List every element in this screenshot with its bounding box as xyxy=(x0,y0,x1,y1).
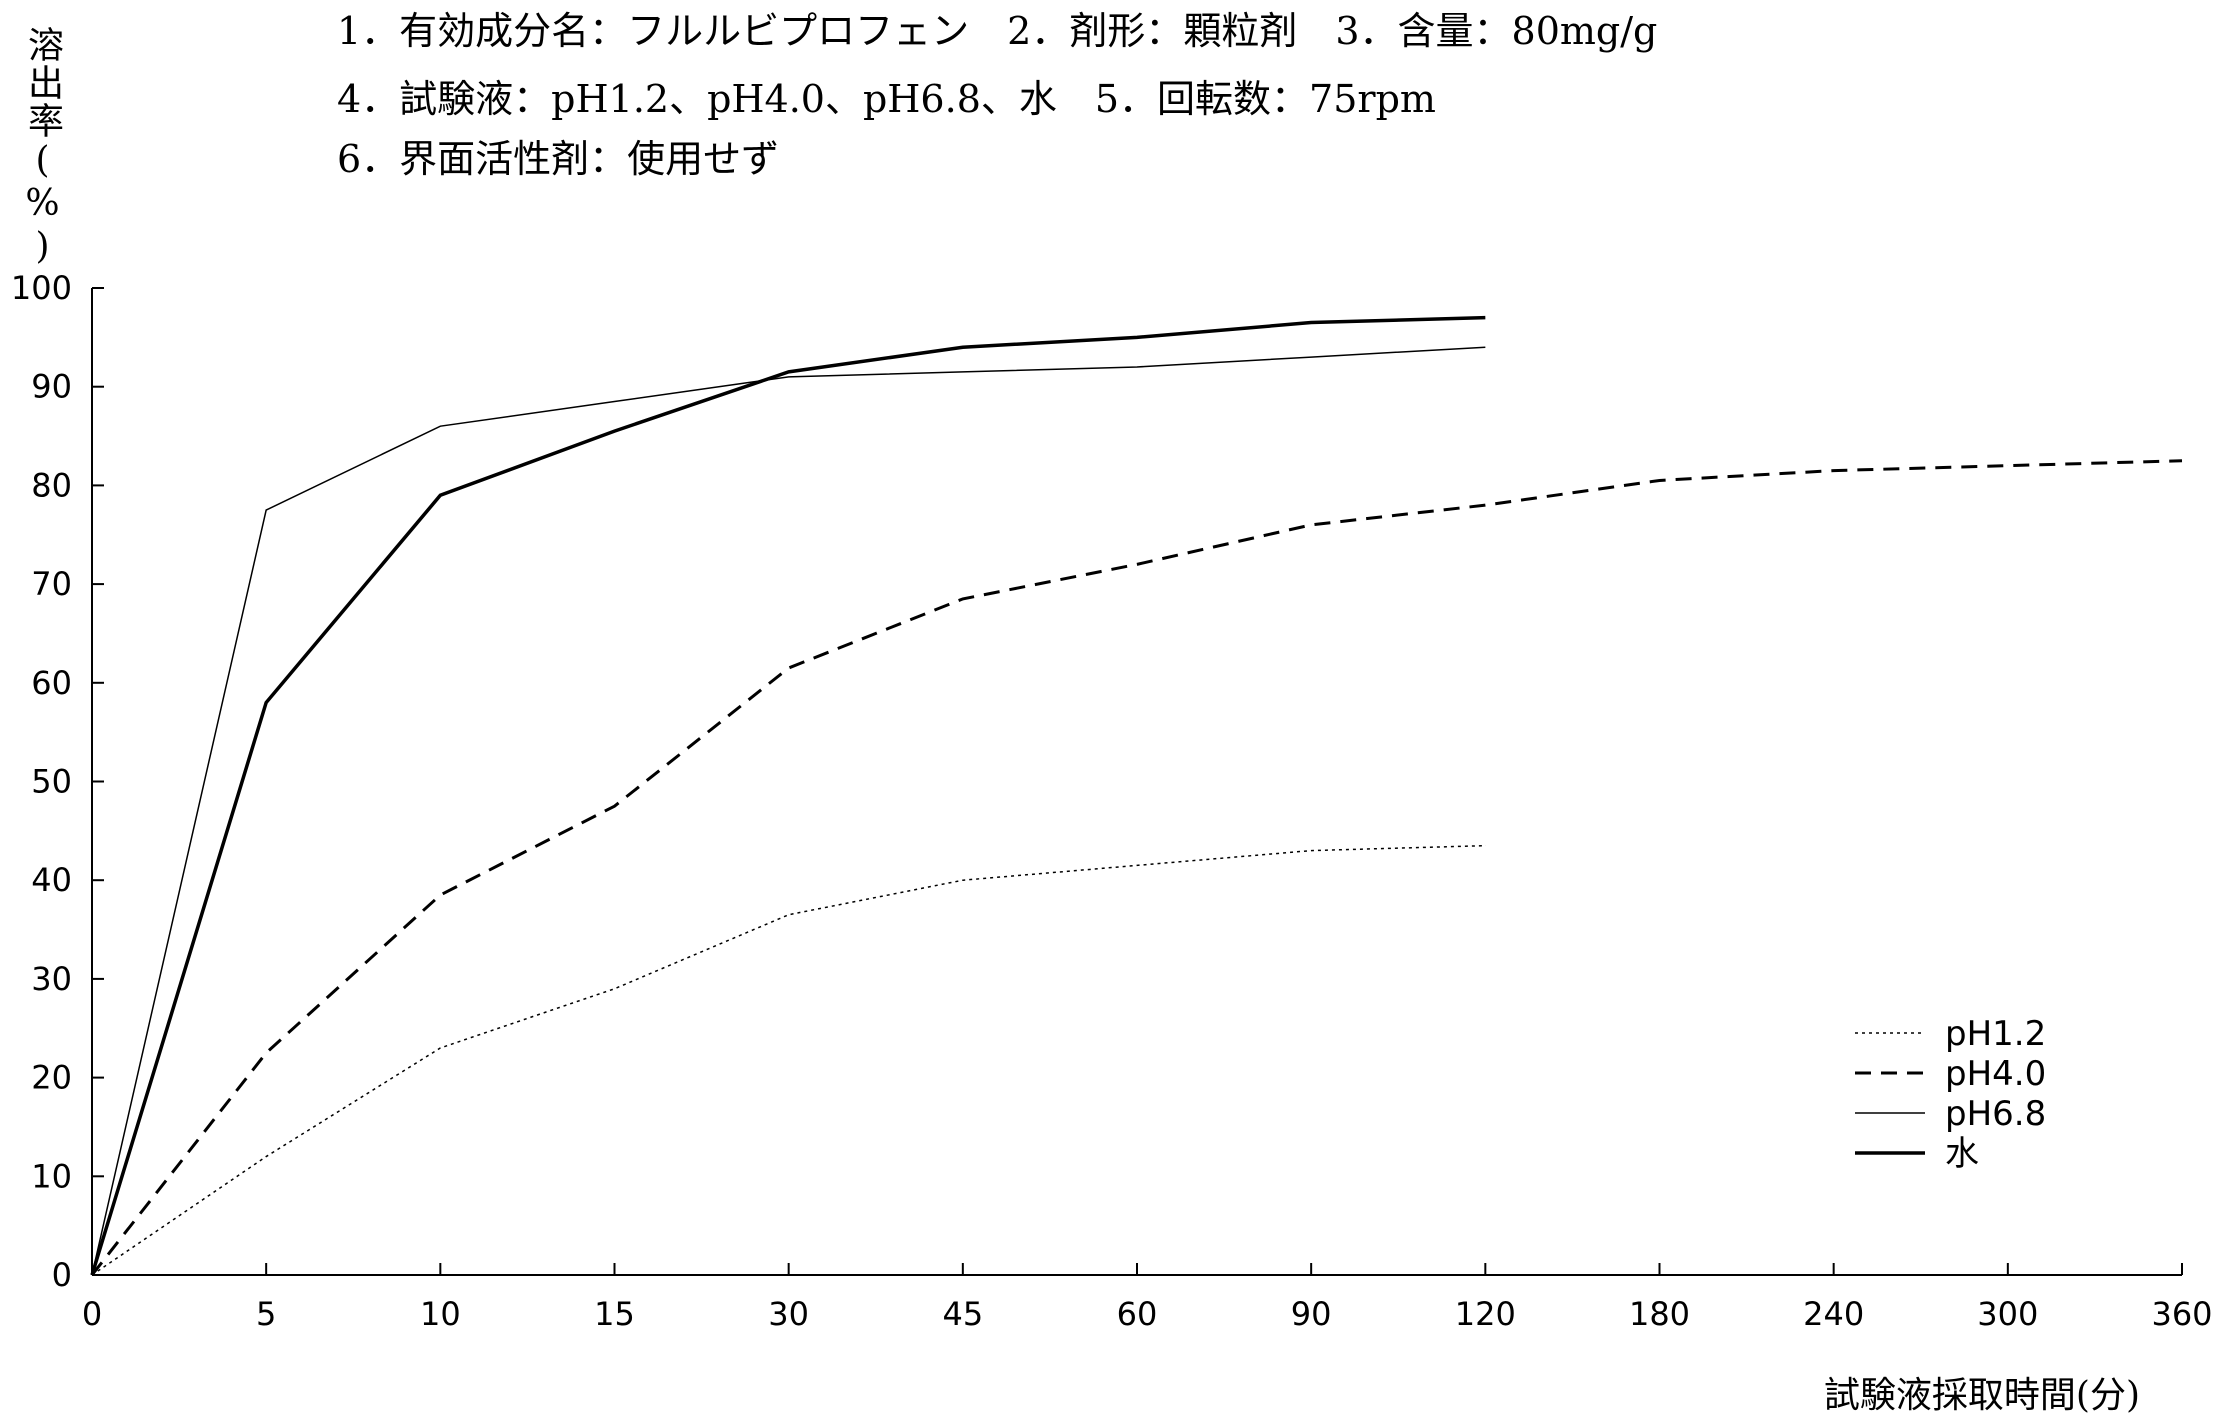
y-tick-label: 70 xyxy=(31,565,72,603)
x-tick-label: 5 xyxy=(256,1295,276,1333)
y-tick-label: 50 xyxy=(31,763,72,801)
x-tick-label: 60 xyxy=(1117,1295,1158,1333)
x-tick-label: 45 xyxy=(942,1295,983,1333)
y-tick-label: 90 xyxy=(31,368,72,406)
x-tick-label: 120 xyxy=(1455,1295,1516,1333)
x-tick-label: 360 xyxy=(2151,1295,2212,1333)
condition-line-2: 4．試験液：pH1.2、pH4.0、pH6.8、水 5．回転数：75rpm xyxy=(337,77,1436,121)
series-line-pH6.8 xyxy=(91,346,1486,1276)
x-tick-label: 90 xyxy=(1291,1295,1332,1333)
x-tick-label: 300 xyxy=(1977,1295,2038,1333)
x-tick-label: 240 xyxy=(1803,1295,1864,1333)
x-tick-label: 15 xyxy=(594,1295,635,1333)
conditions: 1．有効成分名：フルルビプロフェン 2．剤形：顆粒剤 3．含量：80mg/g 4… xyxy=(337,9,1657,181)
y-axis-label: 溶出率(%) xyxy=(22,26,63,269)
y-tick-label: 30 xyxy=(31,960,72,998)
series-line-水 xyxy=(90,315,1486,1276)
y-tick-label: 80 xyxy=(31,466,72,504)
y-tick-label: 0 xyxy=(52,1256,72,1294)
y-tick-label: 40 xyxy=(31,861,72,899)
x-tick-label: 180 xyxy=(1629,1295,1690,1333)
x-tick-label: 30 xyxy=(768,1295,809,1333)
condition-line-3: 6．界面活性剤：使用せず xyxy=(337,137,779,181)
series-lines xyxy=(90,315,2183,1276)
legend-label: pH1.2 xyxy=(1945,1014,2046,1054)
axes: 0 10 20 30 40 50 60 70 80 90 100 0 5 10 15 30 45 60 90 120 1… xyxy=(11,269,2213,1333)
x-tick-label: 0 xyxy=(82,1295,102,1333)
y-tick-label: 60 xyxy=(31,664,72,702)
legend-label: 水 xyxy=(1945,1134,1979,1174)
x-axis-label: 試験液採取時間(分) xyxy=(1824,1375,2140,1416)
y-tick-label: 20 xyxy=(31,1059,72,1097)
x-tick-label: 10 xyxy=(420,1295,461,1333)
y-tick-label: 100 xyxy=(11,269,72,307)
y-tick-label: 10 xyxy=(31,1157,72,1195)
condition-line-1: 1．有効成分名：フルルビプロフェン 2．剤形：顆粒剤 3．含量：80mg/g xyxy=(337,9,1657,53)
series-line-pH1.2 xyxy=(91,844,1486,1276)
legend-label: pH6.8 xyxy=(1945,1094,2046,1134)
legend-label: pH4.0 xyxy=(1945,1054,2046,1094)
